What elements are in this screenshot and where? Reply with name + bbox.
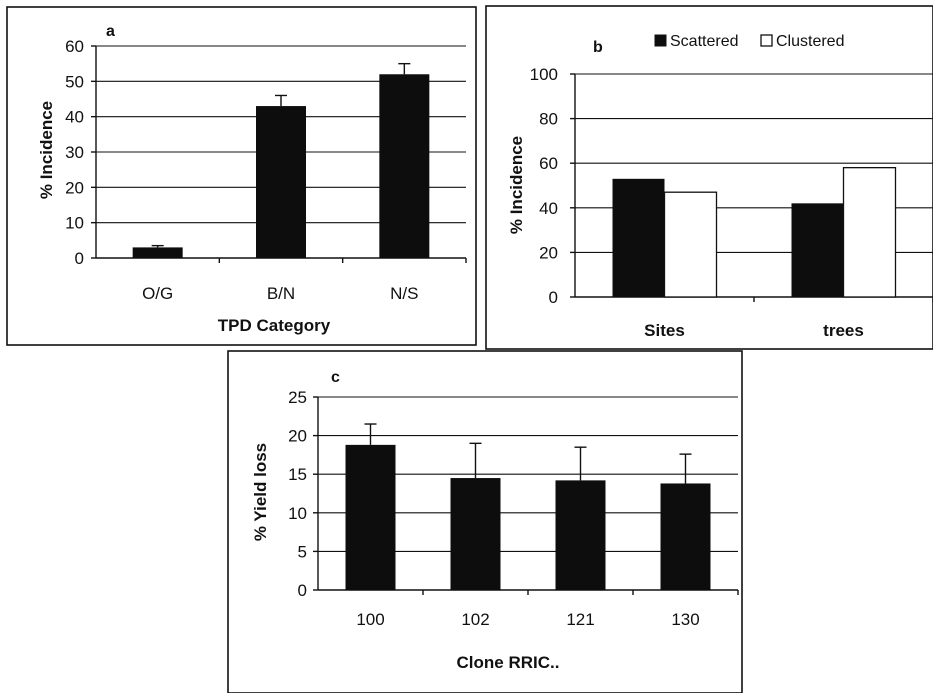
panel-b-bar-clustered bbox=[842, 167, 897, 298]
panel-c-bar bbox=[345, 444, 396, 590]
panel-a-bar bbox=[132, 247, 183, 258]
panel-b-y-tick-label: 40 bbox=[539, 199, 558, 218]
panel-b-letter: b bbox=[593, 39, 603, 56]
panel-c-y-tick-label: 15 bbox=[288, 465, 307, 484]
panel-a-y-axis-label: % Incidence bbox=[37, 101, 56, 199]
panel-a-bar bbox=[256, 106, 306, 258]
panel-b-plot: 0 20 40 60 80 100 Sites trees bbox=[530, 65, 933, 340]
panel-a-frame bbox=[6, 6, 477, 346]
legend-swatch-clustered bbox=[760, 34, 773, 47]
panel-c-chart: c % Yield loss Clone RRIC.. 0 5 10 15 20 25 10… bbox=[227, 350, 743, 693]
panel-b-y-tick-label: 80 bbox=[539, 110, 558, 129]
panel-c-plot: 0 5 10 15 20 25 100 102 121 130 bbox=[288, 388, 739, 629]
panel-b-bar-clustered bbox=[663, 191, 718, 298]
panel-a-y-tick-label: 50 bbox=[65, 72, 84, 91]
panel-b-y-tick-label: 20 bbox=[539, 243, 558, 262]
panel-c-y-tick-label: 20 bbox=[288, 427, 307, 446]
panel-a-y-tick-label: 60 bbox=[65, 37, 84, 56]
panel-a-y-tick-label: 40 bbox=[65, 108, 84, 127]
panel-c-frame bbox=[227, 350, 743, 693]
panel-c-x-tick-label: 102 bbox=[461, 610, 489, 629]
panel-a-y-tick-label: 10 bbox=[65, 214, 84, 233]
panel-c-y-tick-label: 0 bbox=[298, 581, 307, 600]
panel-b-y-tick-label: 0 bbox=[549, 288, 558, 307]
panel-c-x-tick-label: 100 bbox=[356, 610, 384, 629]
panel-c-x-tick-label: 130 bbox=[671, 610, 699, 629]
panel-c-letter: c bbox=[331, 369, 340, 386]
panel-c-bar bbox=[450, 478, 501, 590]
panel-c-x-axis-label: Clone RRIC.. bbox=[457, 653, 560, 672]
panel-b-chart: b Scattered Clustered % Incidence 0 20 40 6… bbox=[485, 5, 933, 350]
panel-c-y-tick-label: 10 bbox=[288, 504, 307, 523]
panel-a-x-tick-label: N/S bbox=[390, 284, 418, 303]
legend-label-scattered: Scattered bbox=[670, 33, 738, 50]
panel-a-x-axis-label: TPD Category bbox=[218, 316, 331, 335]
panel-b-bar-scattered bbox=[791, 203, 844, 297]
panel-c-bar bbox=[555, 480, 606, 590]
panel-c-bar bbox=[660, 483, 711, 590]
panel-c-y-axis-label: % Yield loss bbox=[251, 443, 270, 541]
panel-b-y-tick-label: 100 bbox=[530, 65, 558, 84]
legend-label-clustered: Clustered bbox=[776, 33, 844, 50]
panel-b-bar-scattered bbox=[612, 178, 665, 297]
panel-a-y-tick-label: 20 bbox=[65, 178, 84, 197]
panel-a-bar bbox=[379, 74, 430, 259]
legend-swatch-scattered bbox=[654, 34, 667, 47]
panel-b-x-tick-label: trees bbox=[823, 321, 864, 340]
panel-b-legend: Scattered Clustered bbox=[654, 33, 844, 50]
panel-a-y-tick-label: 30 bbox=[65, 143, 84, 162]
panel-b-y-tick-label: 60 bbox=[539, 154, 558, 173]
panel-c-y-tick-label: 25 bbox=[288, 388, 307, 407]
panel-a-x-tick-label: O/G bbox=[142, 284, 173, 303]
panel-a-y-tick-label: 0 bbox=[75, 249, 84, 268]
panel-b-frame bbox=[485, 5, 933, 350]
panel-c-x-tick-label: 121 bbox=[566, 610, 594, 629]
panel-b-y-axis-label: % Incidence bbox=[507, 136, 526, 234]
panel-a-x-tick-label: B/N bbox=[267, 284, 295, 303]
panel-a-plot: 0 10 20 30 40 50 60 O/G B/N N/S bbox=[65, 37, 467, 303]
panel-a-chart: a % Incidence TPD Category 0 10 20 30 40 50 60… bbox=[6, 6, 477, 346]
panel-b-x-tick-label: Sites bbox=[644, 321, 685, 340]
panel-c-y-tick-label: 5 bbox=[298, 542, 307, 561]
panel-a-letter: a bbox=[106, 23, 115, 40]
